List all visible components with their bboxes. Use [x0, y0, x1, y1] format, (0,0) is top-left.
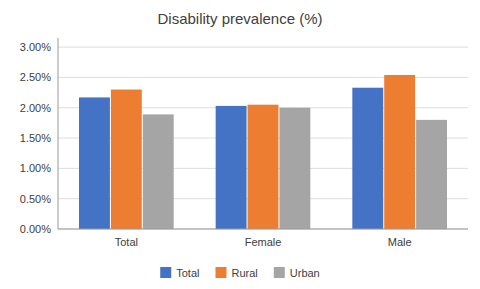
- title: Disability prevalence (%): [157, 10, 322, 27]
- x-tick-label: Male: [388, 236, 412, 248]
- bar: [279, 108, 310, 229]
- y-axis: 0.00% 0.50% 1.00% 1.50% 2.00% 2.50% 3.00%: [20, 38, 468, 235]
- x-axis: Total Female Male: [58, 229, 468, 248]
- y-tick-label: 1.50%: [20, 132, 51, 144]
- bar: [79, 97, 110, 229]
- grid-line: [58, 47, 468, 48]
- y-tick-label: 2.50%: [20, 71, 51, 83]
- x-tick-label: Total: [115, 236, 138, 248]
- bar: [248, 105, 279, 229]
- page: {"chart_data": {"type": "bar", "title": …: [0, 0, 480, 289]
- legend-swatch: [215, 267, 226, 278]
- y-axis-line: [58, 38, 59, 229]
- bar: [352, 88, 383, 229]
- chart: Disability prevalence (%) 0.00% 0.50% 1.00%…: [0, 0, 480, 289]
- legend-label: Total: [176, 267, 199, 279]
- y-tick-label: 2.00%: [20, 102, 51, 114]
- y-tick-label: 0.50%: [20, 193, 51, 205]
- x-tick-label: Female: [245, 236, 282, 248]
- legend-swatch: [274, 267, 285, 278]
- chart-container: Disability prevalence (%) 0.00% 0.50% 1.00%…: [0, 0, 480, 289]
- legend: Total Rural Urban: [160, 267, 320, 279]
- y-tick-label: 0.00%: [20, 223, 51, 235]
- bar: [111, 90, 142, 229]
- legend-label: Urban: [290, 267, 320, 279]
- bar: [416, 120, 447, 229]
- y-tick-label: 1.00%: [20, 162, 51, 174]
- bar: [216, 106, 247, 229]
- legend-label: Rural: [231, 267, 257, 279]
- x-axis-line: [58, 229, 468, 230]
- legend-swatch: [160, 267, 171, 278]
- bar: [143, 114, 174, 229]
- grid-line: [58, 229, 468, 230]
- bar: [384, 75, 415, 229]
- bars: [79, 75, 447, 229]
- y-tick-label: 3.00%: [20, 41, 51, 53]
